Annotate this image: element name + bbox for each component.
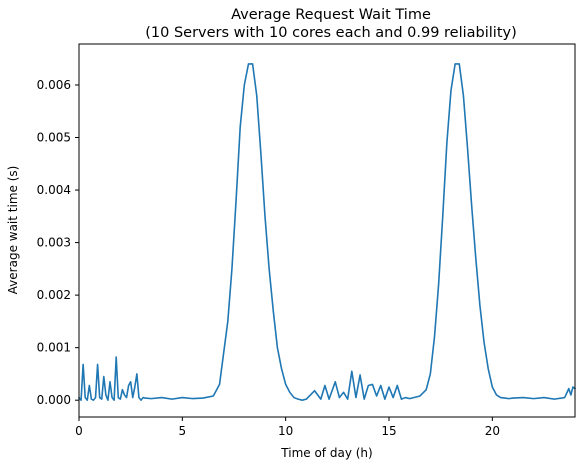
x-tick-label: 10 — [278, 424, 293, 438]
x-axis-label: Time of day (h) — [280, 446, 372, 460]
y-ticks: 0.000 0.001 0.002 0.003 0.004 0.005 0.006 — [37, 78, 79, 407]
y-tick-label: 0.002 — [37, 288, 71, 302]
y-axis-label: Average wait time (s) — [6, 166, 20, 295]
series-line-0 — [78, 63, 576, 401]
y-tick-label: 0.004 — [37, 183, 71, 197]
y-tick-label: 0.001 — [37, 341, 71, 355]
plot-area — [79, 44, 575, 417]
y-tick-label: 0.003 — [37, 236, 71, 250]
y-tick-label: 0.006 — [37, 78, 71, 92]
y-tick-label: 0.005 — [37, 131, 71, 145]
x-tick-label: 20 — [485, 424, 500, 438]
series-group — [78, 63, 576, 401]
x-tick-label: 0 — [75, 424, 83, 438]
x-tick-label: 5 — [179, 424, 187, 438]
plot-frame — [78, 43, 576, 418]
chart-subtitle: (10 Servers with 10 cores each and 0.99 … — [145, 25, 517, 41]
y-tick-label: 0.000 — [37, 393, 71, 407]
x-tick-label: 15 — [381, 424, 396, 438]
x-ticks: 0 5 10 15 20 — [75, 417, 500, 438]
chart-title: Average Request Wait Time — [231, 7, 431, 23]
